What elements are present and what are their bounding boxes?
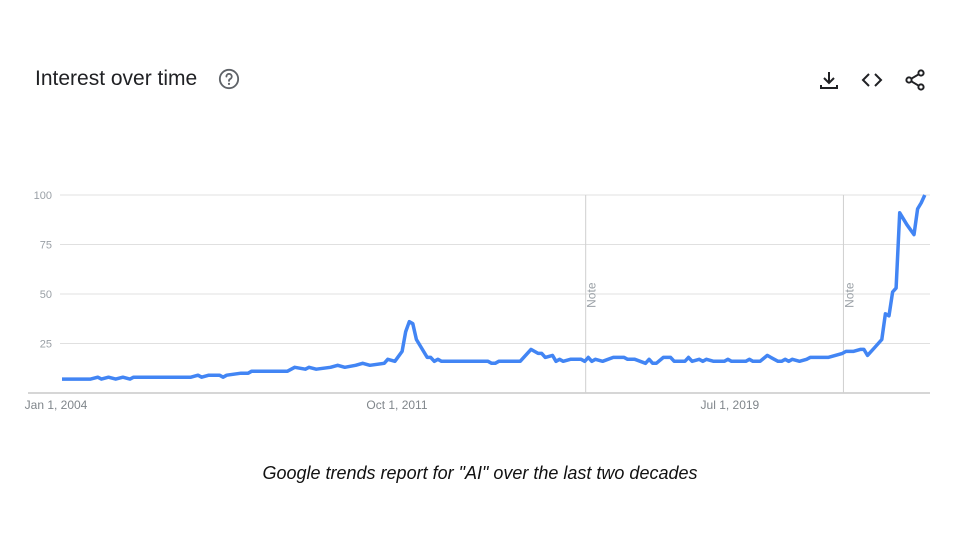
y-tick-label: 25	[40, 339, 52, 351]
x-tick-label: Oct 1, 2011	[366, 398, 427, 412]
y-tick-label: 50	[40, 289, 52, 301]
share-icon[interactable]	[903, 68, 927, 92]
caption: Google trends report for "AI" over the l…	[262, 463, 698, 483]
note-label: Note	[842, 282, 856, 308]
chart-title: Interest over time	[35, 67, 198, 90]
x-tick-label: Jan 1, 2004	[25, 398, 88, 412]
x-tick-label: Jul 1, 2019	[701, 398, 760, 412]
help-circle-icon[interactable]	[218, 68, 240, 90]
y-tick-label: 75	[40, 240, 52, 252]
note-label: Note	[585, 282, 599, 308]
download-icon[interactable]	[817, 68, 841, 92]
series-line	[62, 194, 927, 381]
embed-code-icon[interactable]	[860, 68, 884, 92]
y-tick-label: 100	[34, 190, 52, 202]
